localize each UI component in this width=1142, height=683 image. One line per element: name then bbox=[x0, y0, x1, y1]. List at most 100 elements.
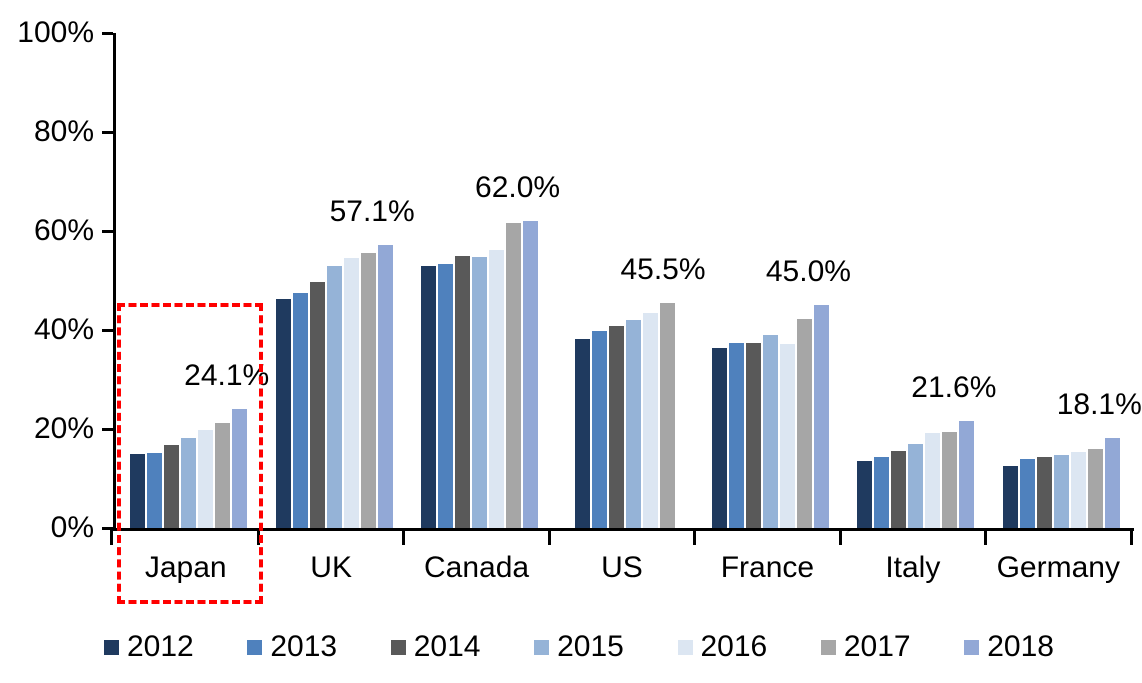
legend-item-2018: 2018 bbox=[964, 632, 1054, 662]
legend-label-2012: 2012 bbox=[127, 630, 194, 663]
bar-japan-2017 bbox=[215, 423, 231, 528]
y-tick-label-20: 20% bbox=[33, 412, 94, 445]
bar-us-2013 bbox=[591, 330, 607, 528]
bar-italy-2018 bbox=[959, 421, 975, 528]
legend-item-2016: 2016 bbox=[677, 632, 767, 662]
y-tick-label-40: 40% bbox=[33, 313, 94, 346]
bar-italy-2017 bbox=[942, 432, 958, 528]
bar-canada-2017 bbox=[506, 222, 522, 528]
bar-us-2017 bbox=[659, 302, 675, 528]
bar-japan-2018 bbox=[232, 408, 248, 528]
x-tick-mark bbox=[984, 528, 988, 545]
x-category-label-uk: UK bbox=[310, 551, 352, 584]
legend-swatch-icon-2015 bbox=[534, 639, 550, 655]
bar-japan-2013 bbox=[147, 453, 163, 528]
x-category-label-canada: Canada bbox=[424, 551, 530, 584]
y-tick-mark bbox=[102, 526, 113, 530]
x-category-label-germany: Germany bbox=[996, 551, 1120, 584]
bar-us-2014 bbox=[608, 326, 624, 528]
bar-group-france: 45.0% bbox=[698, 33, 851, 528]
bar-france-2017 bbox=[796, 319, 812, 528]
legend: 2012 2013 2014 2015 2016 2017 2018 bbox=[104, 632, 1054, 662]
bar-france-2012 bbox=[711, 348, 727, 528]
legend-item-2015: 2015 bbox=[534, 632, 624, 662]
legend-item-2017: 2017 bbox=[820, 630, 911, 663]
bar-france-2013 bbox=[728, 342, 744, 528]
bar-canada-2018 bbox=[523, 221, 539, 528]
y-tick-mark bbox=[102, 328, 113, 332]
bar-uk-2015 bbox=[326, 265, 342, 528]
legend-label-2018: 2018 bbox=[987, 630, 1054, 663]
bar-canada-2015 bbox=[472, 257, 488, 528]
bar-group-uk: 57.1% bbox=[261, 33, 415, 528]
bar-canada-2012 bbox=[421, 265, 437, 528]
bar-germany-2014 bbox=[1036, 456, 1052, 528]
legend-swatch-icon-2014 bbox=[390, 639, 406, 655]
value-label-uk: 57.1% bbox=[329, 195, 415, 229]
bar-france-2015 bbox=[762, 334, 778, 528]
legend-swatch-icon-2012 bbox=[104, 639, 119, 655]
bar-canada-2014 bbox=[455, 256, 471, 528]
bar-uk-2017 bbox=[360, 252, 376, 528]
legend-item-2012: 2012 bbox=[104, 632, 194, 662]
bar-canada-2016 bbox=[489, 250, 505, 528]
y-tick-label-0: 0% bbox=[50, 511, 94, 544]
legend-swatch-icon-2017 bbox=[820, 639, 836, 655]
x-tick-mark bbox=[110, 528, 113, 545]
x-tick-mark bbox=[402, 528, 406, 545]
legend-label-2015: 2015 bbox=[557, 630, 624, 663]
bar-italy-2015 bbox=[908, 443, 924, 528]
y-tick-mark bbox=[102, 130, 113, 134]
bar-uk-2016 bbox=[343, 258, 359, 528]
bar-france-2014 bbox=[745, 343, 761, 528]
legend-item-2014: 2014 bbox=[390, 630, 481, 663]
bar-japan-2014 bbox=[164, 444, 180, 528]
y-tick-mark bbox=[102, 229, 113, 233]
x-tick-mark bbox=[547, 528, 551, 545]
bar-germany-2018 bbox=[1104, 438, 1120, 528]
plot-area: 24.1% 57.1% 62.0% 45.5% 45.0% 21.6% 18.1% bbox=[113, 33, 1142, 531]
bar-group-japan: 24.1% bbox=[116, 33, 269, 528]
bar-germany-2015 bbox=[1053, 455, 1069, 528]
value-label-france: 45.0% bbox=[765, 255, 851, 289]
y-tick-mark bbox=[102, 31, 113, 35]
x-category-label-japan: Japan bbox=[144, 551, 227, 584]
y-tick-label-80: 80% bbox=[33, 115, 94, 148]
y-tick-label-60: 60% bbox=[33, 214, 94, 247]
bar-uk-2014 bbox=[309, 282, 325, 528]
bar-uk-2018 bbox=[377, 245, 393, 528]
legend-item-2013: 2013 bbox=[247, 632, 337, 662]
bar-group-germany: 18.1% bbox=[989, 33, 1142, 528]
bar-germany-2016 bbox=[1070, 452, 1086, 528]
x-tick-mark bbox=[693, 528, 697, 545]
x-tick-mark bbox=[256, 528, 260, 545]
x-category-label-us: US bbox=[601, 551, 643, 584]
value-label-japan: 24.1% bbox=[184, 358, 270, 392]
legend-swatch-icon-2018 bbox=[964, 639, 980, 655]
bar-group-italy: 21.6% bbox=[843, 33, 996, 528]
bar-japan-2012 bbox=[130, 453, 146, 528]
x-tick-mark bbox=[838, 528, 842, 545]
bar-italy-2014 bbox=[891, 451, 907, 528]
bar-germany-2017 bbox=[1087, 448, 1103, 528]
bar-france-2016 bbox=[779, 343, 795, 528]
legend-label-2017: 2017 bbox=[843, 630, 911, 663]
bar-us-2012 bbox=[574, 338, 590, 528]
y-tick-label-100: 100% bbox=[17, 16, 94, 49]
bar-japan-2015 bbox=[181, 437, 197, 528]
x-category-label-italy: Italy bbox=[885, 551, 941, 584]
bar-uk-2012 bbox=[275, 299, 291, 528]
bar-italy-2013 bbox=[874, 457, 890, 528]
value-label-italy: 21.6% bbox=[911, 371, 997, 405]
x-category-label-france: France bbox=[720, 551, 815, 584]
bar-group-us: 45.5% bbox=[552, 33, 706, 528]
bar-germany-2013 bbox=[1019, 458, 1035, 528]
bar-canada-2013 bbox=[438, 264, 454, 528]
bar-france-2018 bbox=[813, 305, 829, 528]
bar-italy-2016 bbox=[925, 433, 941, 528]
value-label-us: 45.5% bbox=[620, 252, 706, 286]
legend-label-2014: 2014 bbox=[413, 630, 481, 663]
bar-us-2015 bbox=[625, 320, 641, 528]
bar-us-2016 bbox=[642, 313, 658, 528]
